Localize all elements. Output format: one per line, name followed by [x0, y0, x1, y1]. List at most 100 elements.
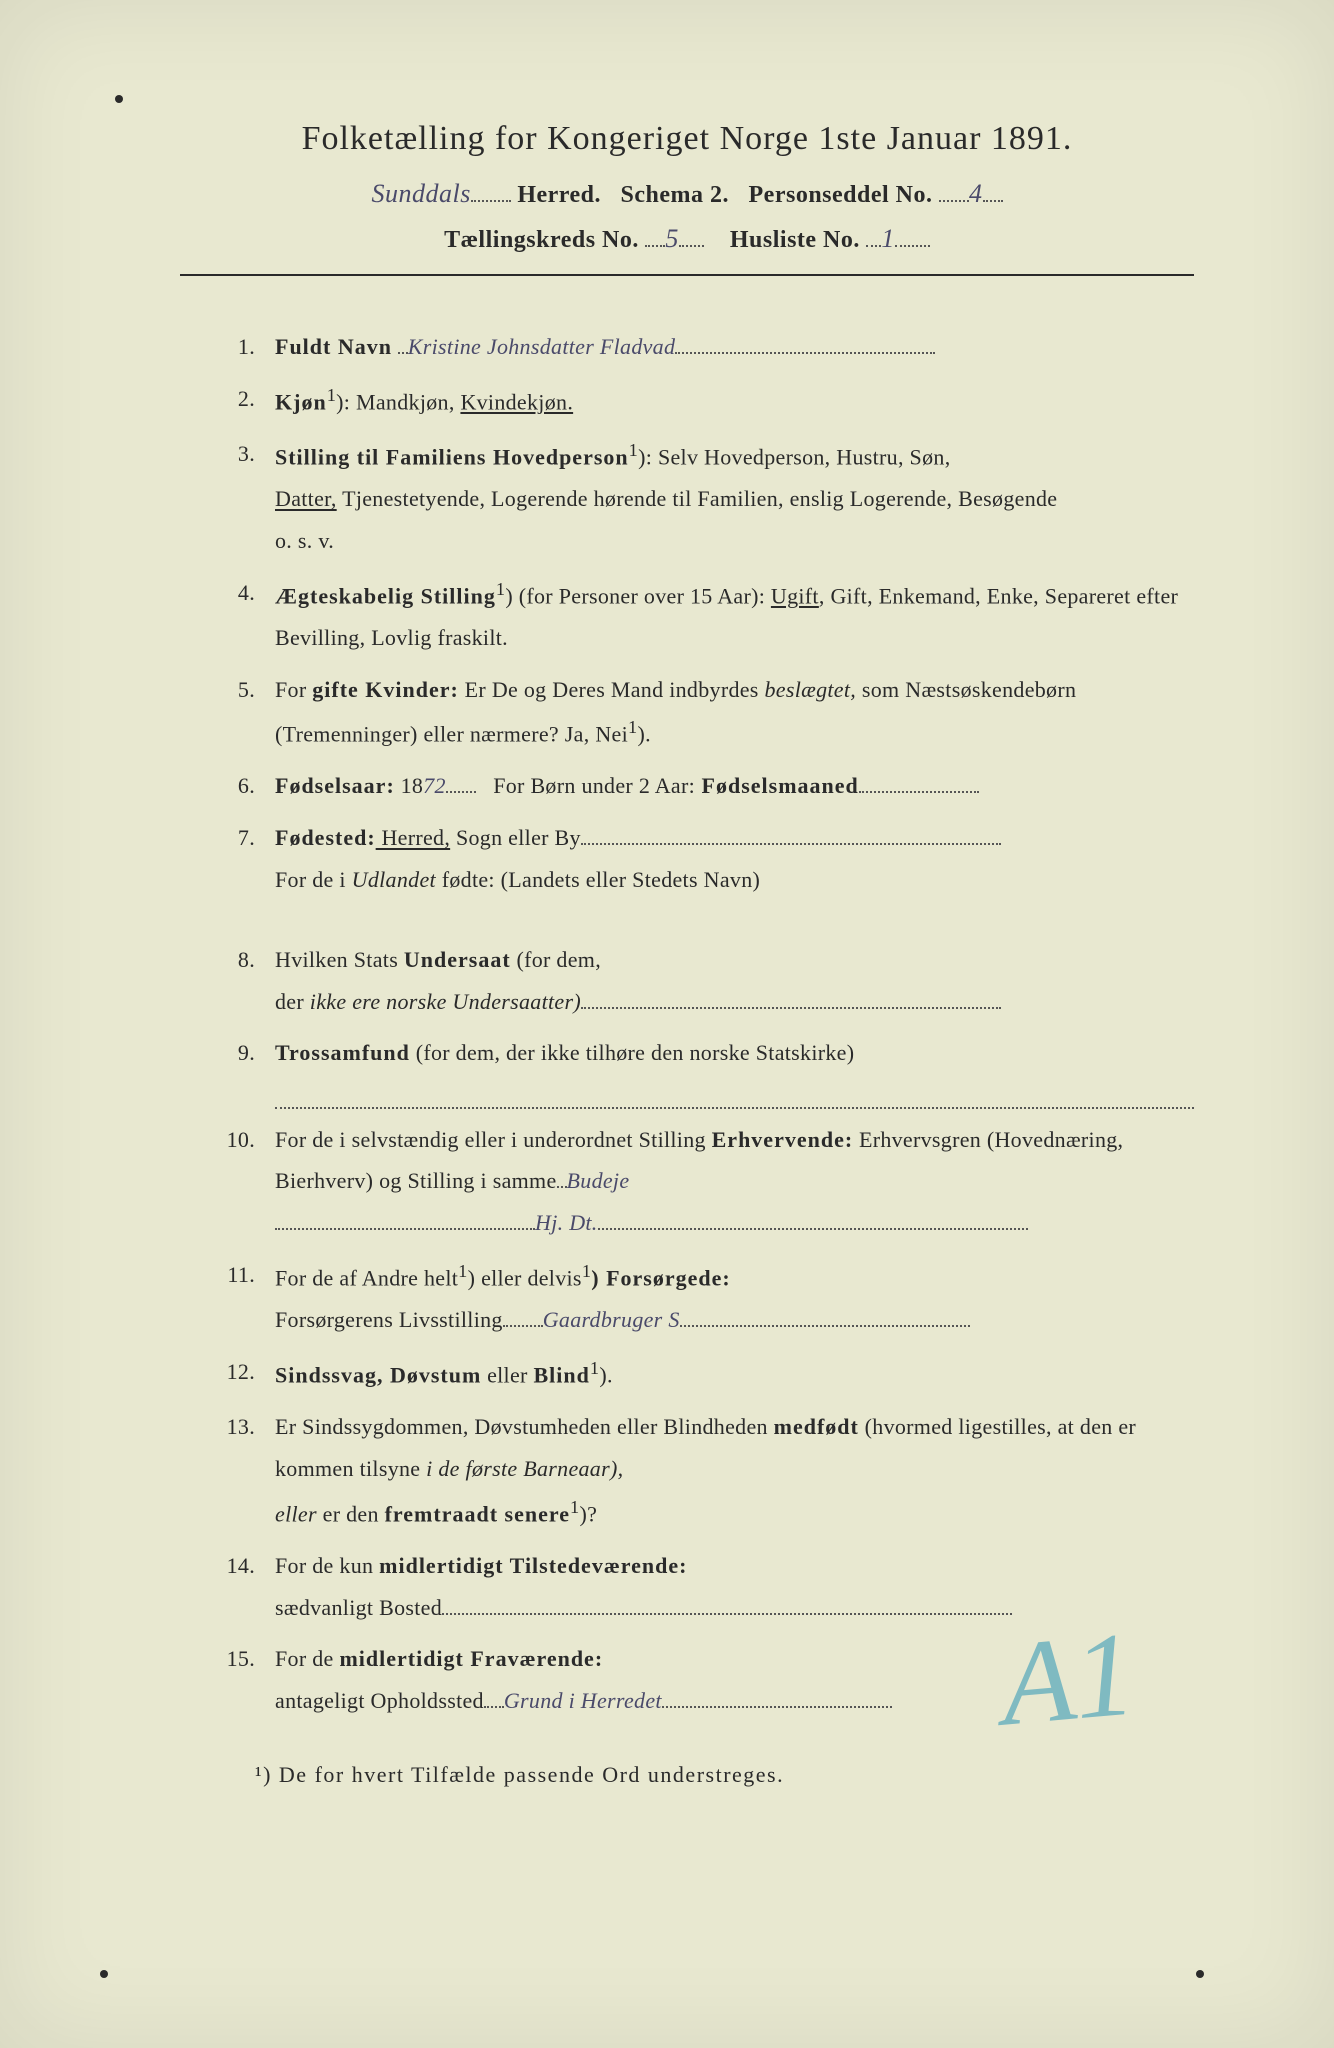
item-number: 1. — [200, 326, 275, 368]
field-text: Er De og Deres Mand indbyrdes — [459, 677, 765, 702]
item-number: 14. — [200, 1545, 275, 1629]
field-label: Ægteskabelig Stilling — [275, 583, 496, 608]
field-label: Erhvervende: — [712, 1127, 854, 1152]
form-title: Folketælling for Kongeriget Norge 1ste J… — [180, 120, 1194, 158]
stamp-mark: A1 — [995, 1604, 1140, 1753]
selected-option: Datter, — [275, 486, 337, 511]
kreds-no: 5 — [665, 224, 679, 254]
field-label: Undersaat — [404, 947, 511, 972]
husliste-no: 1 — [881, 224, 895, 254]
footnote-ref: 1 — [458, 1261, 467, 1281]
field-text: Hvilken Stats — [275, 947, 404, 972]
field-label: Blind — [533, 1362, 589, 1387]
punch-hole-icon — [1196, 1970, 1204, 1978]
field-text: ). — [637, 722, 650, 747]
field-label: Stilling til Familiens Hovedperson — [275, 444, 629, 469]
field-text: sædvanligt Bosted — [275, 1595, 442, 1620]
item-8: 8. Hvilken Stats Undersaat (for dem, der… — [200, 939, 1194, 1023]
footnote-ref: 1 — [496, 579, 505, 599]
schema-label: Schema 2. — [621, 182, 730, 208]
field-text: For Børn under 2 Aar: — [493, 773, 695, 798]
field-italic: ikke ere norske Undersaatter) — [310, 989, 581, 1014]
item-number: 13. — [200, 1406, 275, 1535]
year-handwritten: 72 — [423, 773, 446, 798]
item-number: 2. — [200, 378, 275, 423]
field-label: midlertidigt Fraværende: — [339, 1646, 603, 1671]
field-italic: Udlandet — [352, 867, 436, 892]
field-text: ) eller delvis — [468, 1265, 582, 1290]
item-3: 3. Stilling til Familiens Hovedperson1):… — [200, 433, 1194, 562]
field-text: ): Mandkjøn, — [336, 389, 460, 414]
field-label: Fødselsaar: — [275, 773, 395, 798]
personseddel-no: 4 — [969, 179, 983, 209]
item-2: 2. Kjøn1): Mandkjøn, Kvindekjøn. — [200, 378, 1194, 423]
herred-handwritten: Sunddals — [371, 179, 470, 209]
field-text: For de af Andre helt — [275, 1265, 458, 1290]
field-italic: eller — [275, 1501, 317, 1526]
field-text: For — [275, 677, 312, 702]
field-label: fremtraadt senere — [385, 1501, 570, 1526]
selected-option: Kvindekjøn. — [460, 389, 573, 414]
field-text: For de i selvstændig eller i underordnet… — [275, 1127, 712, 1152]
item-11: 11. For de af Andre helt1) eller delvis1… — [200, 1254, 1194, 1341]
item-number: 11. — [200, 1254, 275, 1341]
item-1: 1. Fuldt Navn Kristine Johnsdatter Fladv… — [200, 326, 1194, 368]
provider-handwritten: Gaardbruger S — [543, 1307, 680, 1332]
field-text: eller — [481, 1362, 533, 1387]
field-text: o. s. v. — [275, 528, 334, 553]
location-handwritten: Grund i Herredet — [504, 1688, 662, 1713]
field-text: (for dem, der ikke tilhøre den norske St… — [410, 1040, 854, 1065]
punch-hole-icon — [100, 1970, 108, 1978]
field-label: gifte Kvinder: — [312, 677, 459, 702]
field-label: ) Forsørgede: — [591, 1265, 730, 1290]
item-number: 12. — [200, 1351, 275, 1396]
field-text: Sogn eller By — [450, 825, 581, 850]
form-items: 1. Fuldt Navn Kristine Johnsdatter Fladv… — [180, 326, 1194, 1722]
field-text: (for dem, — [511, 947, 601, 972]
field-text: er den — [317, 1501, 385, 1526]
field-label: midlertidigt Tilstedeværende: — [379, 1553, 687, 1578]
selected-option: Ugift — [771, 583, 819, 608]
form-header: Folketælling for Kongeriget Norge 1ste J… — [180, 120, 1194, 254]
item-5: 5. For gifte Kvinder: Er De og Deres Man… — [200, 669, 1194, 756]
field-text: fødte: (Landets eller Stedets Navn) — [436, 867, 760, 892]
item-12: 12. Sindssvag, Døvstum eller Blind1). — [200, 1351, 1194, 1396]
item-number: 10. — [200, 1119, 275, 1244]
item-number: 5. — [200, 669, 275, 756]
item-number: 9. — [200, 1032, 275, 1108]
footnote-ref: 1 — [327, 385, 336, 405]
item-number: 6. — [200, 765, 275, 807]
personseddel-label: Personseddel No. — [749, 182, 933, 208]
field-text: For de kun — [275, 1553, 379, 1578]
field-text: ): Selv Hovedperson, Hustru, Søn, — [638, 444, 950, 469]
selected-option: Herred, — [376, 825, 450, 850]
year-prefix: 18 — [395, 773, 423, 798]
item-7: 7. Fødested: Herred, Sogn eller By For d… — [200, 817, 1194, 901]
item-number: 3. — [200, 433, 275, 562]
field-label: Fuldt Navn — [275, 334, 392, 359]
field-label: Fødselsmaaned — [695, 773, 859, 798]
field-text: der — [275, 989, 310, 1014]
item-13: 13. Er Sindssygdommen, Døvstumheden elle… — [200, 1406, 1194, 1535]
header-line-2: Tællingskreds No. 5 Husliste No. 1 — [180, 221, 1194, 254]
field-label: medfødt — [774, 1414, 859, 1439]
header-line-1: Sunddals Herred. Schema 2. Personseddel … — [180, 176, 1194, 209]
footnote-text: ¹) De for hvert Tilfælde passende Ord un… — [180, 1762, 1194, 1788]
footnote-ref: 1 — [590, 1358, 599, 1378]
item-number: 8. — [200, 939, 275, 1023]
field-text: For de — [275, 1646, 339, 1671]
field-label: Kjøn — [275, 389, 327, 414]
item-6: 6. Fødselsaar: 1872 For Børn under 2 Aar… — [200, 765, 1194, 807]
husliste-label: Husliste No. — [730, 227, 860, 253]
item-number: 15. — [200, 1638, 275, 1722]
field-text: )? — [579, 1501, 597, 1526]
field-label: Trossamfund — [275, 1040, 410, 1065]
header-rule — [180, 274, 1194, 276]
punch-hole-icon — [115, 95, 123, 103]
item-10: 10. For de i selvstændig eller i underor… — [200, 1119, 1194, 1244]
field-label: Fødested: — [275, 825, 376, 850]
field-text: Tjenestetyende, Logerende hørende til Fa… — [337, 486, 1058, 511]
footnote-ref: 1 — [582, 1261, 591, 1281]
kreds-label: Tællingskreds No. — [444, 227, 639, 253]
field-text: Er Sindssygdommen, Døvstumheden eller Bl… — [275, 1414, 774, 1439]
